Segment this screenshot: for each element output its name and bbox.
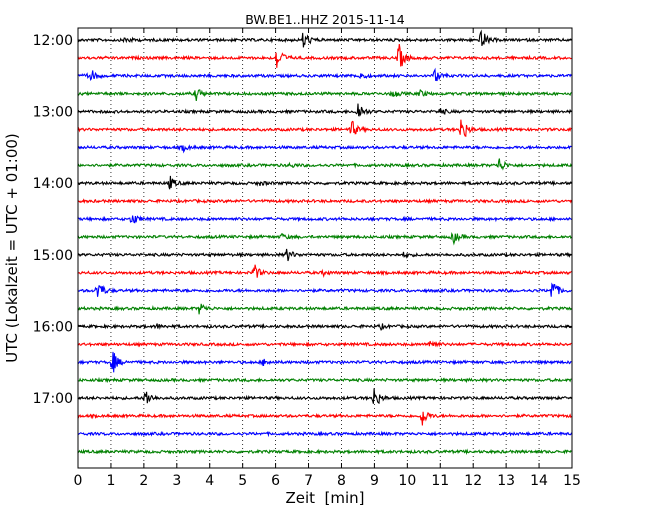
x-tick-label: 12 bbox=[464, 473, 482, 489]
x-grid bbox=[110, 28, 540, 468]
x-tick-label: 14 bbox=[530, 473, 548, 489]
trace-13:15 bbox=[77, 119, 572, 138]
trace-12:45 bbox=[77, 88, 572, 101]
y-axis-label: UTC (Lokalzeit = UTC + 01:00) bbox=[3, 133, 21, 363]
y-tick-label: 15:00 bbox=[33, 248, 73, 264]
trace-14:15 bbox=[77, 197, 573, 205]
y-tick-label: 14:00 bbox=[33, 176, 73, 192]
x-tick-label: 3 bbox=[172, 473, 181, 489]
trace-17:00 bbox=[77, 388, 572, 405]
trace-16:30 bbox=[77, 351, 572, 373]
trace-17:15 bbox=[77, 411, 572, 426]
trace-12:30 bbox=[77, 67, 572, 82]
trace-17:45 bbox=[77, 448, 572, 456]
trace-15:45 bbox=[77, 303, 572, 315]
trace-15:15 bbox=[77, 264, 572, 279]
y-tick-label: 12:00 bbox=[33, 33, 73, 49]
x-tick-label: 4 bbox=[205, 473, 214, 489]
y-axis: 12:00 13:00 14:00 15:00 16:00 17:00 bbox=[33, 33, 572, 407]
trace-15:00 bbox=[77, 248, 572, 262]
x-tick-label: 15 bbox=[563, 473, 581, 489]
trace-12:00 bbox=[77, 29, 572, 48]
x-tick-label: 5 bbox=[238, 473, 247, 489]
trace-16:15 bbox=[77, 340, 572, 348]
x-tick-label: 7 bbox=[304, 473, 313, 489]
trace-14:00 bbox=[77, 175, 572, 190]
trace-13:30 bbox=[77, 144, 572, 154]
x-tick-label: 11 bbox=[431, 473, 449, 489]
traces bbox=[77, 29, 573, 456]
y-tick-label: 13:00 bbox=[33, 105, 73, 121]
plot-frame bbox=[77, 27, 573, 469]
x-axis-label: Zeit [min] bbox=[285, 489, 364, 507]
trace-14:45 bbox=[77, 231, 572, 246]
trace-15:30 bbox=[77, 282, 572, 297]
x-tick-label: 9 bbox=[370, 473, 379, 489]
trace-17:30 bbox=[77, 430, 573, 438]
trace-12:15 bbox=[77, 44, 572, 68]
x-tick-label: 2 bbox=[139, 473, 148, 489]
x-tick-label: 10 bbox=[398, 473, 416, 489]
chart-title: BW.BE1..HHZ 2015-11-14 bbox=[245, 12, 404, 27]
trace-16:00 bbox=[77, 323, 572, 332]
trace-13:00 bbox=[77, 103, 572, 117]
trace-13:45 bbox=[77, 158, 573, 171]
y-tick-label: 16:00 bbox=[33, 319, 73, 335]
trace-14:30 bbox=[77, 215, 572, 224]
trace-16:45 bbox=[77, 376, 572, 384]
x-tick-label: 1 bbox=[106, 473, 115, 489]
y-tick-label: 17:00 bbox=[33, 391, 73, 407]
x-tick-label: 6 bbox=[271, 473, 280, 489]
x-tick-label: 13 bbox=[497, 473, 515, 489]
x-tick-label: 8 bbox=[337, 473, 346, 489]
x-tick-label: 0 bbox=[74, 473, 83, 489]
x-axis: 0 1 2 3 4 5 6 7 8 9 10 11 12 13 14 15 bbox=[74, 28, 581, 489]
